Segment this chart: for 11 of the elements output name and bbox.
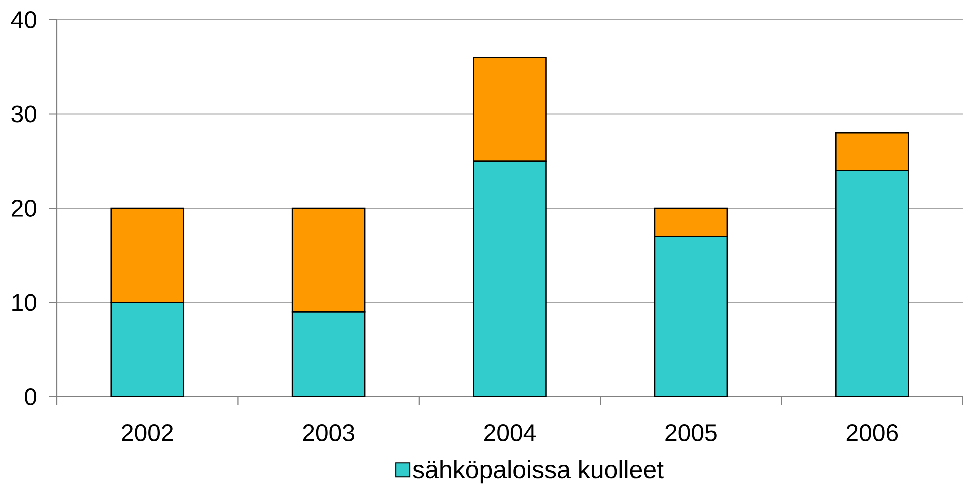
- x-tick-label: 2006: [846, 424, 898, 442]
- x-tick-label: 2003: [303, 424, 354, 442]
- y-tick-label: 40: [11, 12, 37, 28]
- y-tick-label: 20: [12, 200, 37, 217]
- x-tick-label: 2002: [122, 424, 174, 442]
- x-tick-label: 2005: [666, 424, 717, 442]
- legend-label: sähköpaloissa kuolleet: [413, 460, 664, 484]
- y-tick-label: 10: [12, 294, 37, 312]
- y-tick-label: 30: [12, 106, 37, 123]
- x-tick-label: 2004: [484, 424, 536, 442]
- y-tick-label: 0: [25, 388, 37, 406]
